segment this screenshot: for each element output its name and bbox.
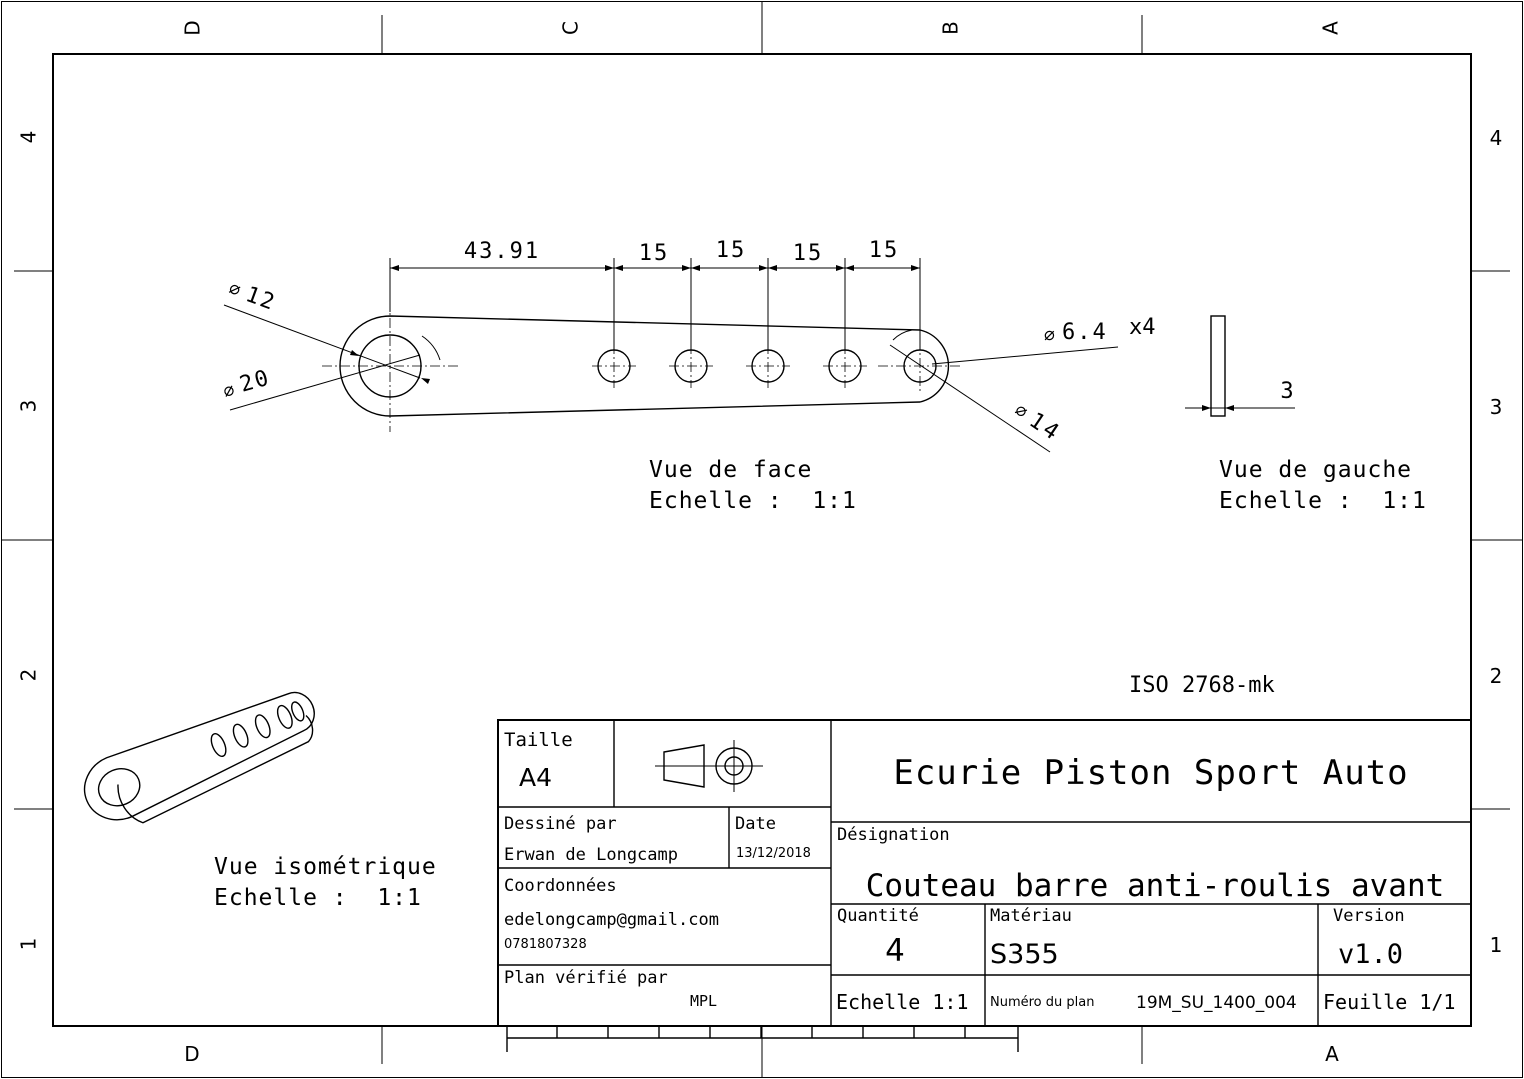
- date-value: 13/12/2018: [736, 846, 811, 861]
- zone-label-right-1: 1: [1490, 933, 1503, 957]
- svg-text:⌀: ⌀: [221, 379, 237, 402]
- version-label: Version: [1333, 906, 1405, 926]
- iso-view-title: Vue isométrique: [214, 854, 437, 880]
- title-block-grid: [497, 719, 1472, 1027]
- dim-15-b: 15: [716, 238, 747, 263]
- zone-label-bottom-a: A: [1325, 1042, 1339, 1066]
- left-view-part: [1185, 315, 1295, 417]
- taille-value: A4: [519, 763, 552, 792]
- front-view-title: Vue de face: [649, 457, 812, 483]
- verifie-value: MPL: [690, 992, 717, 1010]
- materiau-label: Matériau: [990, 906, 1072, 926]
- left-view-title: Vue de gauche: [1219, 457, 1412, 483]
- dim-15-a: 15: [639, 241, 670, 266]
- feuille-value: Feuille 1/1: [1323, 990, 1455, 1014]
- dia-12-callout: ⌀ 12: [226, 277, 279, 316]
- verifie-label: Plan vérifié par: [504, 968, 668, 988]
- dia-20-value: 20: [237, 365, 273, 397]
- zone-label-right-3: 3: [1490, 395, 1503, 419]
- projection-symbol-icon: [655, 740, 763, 792]
- zone-label-top-a: A: [1319, 21, 1343, 35]
- zone-label-right-2: 2: [1490, 664, 1503, 688]
- isometric-view-part: [83, 691, 315, 824]
- quantite-label: Quantité: [837, 906, 919, 926]
- svg-text:⌀: ⌀: [1044, 324, 1055, 345]
- designation-label: Désignation: [837, 825, 950, 845]
- zone-label-left-1: 1: [17, 938, 41, 951]
- date-label: Date: [735, 814, 776, 834]
- svg-text:⌀: ⌀: [226, 277, 244, 300]
- zone-label-right-4: 4: [1490, 126, 1503, 150]
- zone-label-bottom-d: D: [184, 1042, 199, 1066]
- email-value: edelongcamp@gmail.com: [504, 910, 719, 930]
- taille-label: Taille: [504, 729, 573, 751]
- designation-value: Couteau barre anti-roulis avant: [866, 868, 1445, 904]
- numero-label: Numéro du plan: [990, 995, 1094, 1010]
- dim-15-c: 15: [793, 241, 824, 266]
- dia-14-value: 14: [1024, 408, 1065, 447]
- company-name: Ecurie Piston Sport Auto: [893, 753, 1408, 793]
- front-view-scale: Echelle : 1:1: [649, 488, 857, 514]
- iso-view-scale: Echelle : 1:1: [214, 885, 422, 911]
- dessine-label: Dessiné par: [504, 814, 617, 834]
- phone-value: 0781807328: [504, 937, 587, 952]
- left-view-scale: Echelle : 1:1: [1219, 488, 1427, 514]
- version-value: v1.0: [1338, 939, 1403, 970]
- holes-count: x4: [1129, 315, 1156, 340]
- dia-12-value: 12: [242, 282, 279, 316]
- left-view-thickness: 3: [1280, 379, 1293, 404]
- dia-14-callout: ⌀ 14: [1011, 399, 1065, 447]
- quantite-value: 4: [885, 933, 905, 969]
- numero-value: 19M_SU_1400_004: [1136, 993, 1297, 1013]
- dessine-value: Erwan de Longcamp: [504, 845, 678, 865]
- materiau-value: S355: [990, 939, 1059, 970]
- zone-label-left-4: 4: [17, 131, 41, 144]
- echelle-value: Echelle 1:1: [836, 990, 968, 1014]
- zone-label-left-3: 3: [17, 400, 41, 413]
- front-view-part: [322, 300, 962, 432]
- zone-label-top-d: D: [181, 20, 205, 35]
- dia-20-callout: ⌀ 20: [221, 365, 274, 402]
- zone-label-left-2: 2: [17, 669, 41, 682]
- scale-ruler: [506, 1026, 1019, 1052]
- tolerance-note: ISO 2768-mk: [1129, 673, 1275, 698]
- dia-holes-value: 6.4: [1062, 320, 1108, 345]
- zone-label-top-b: B: [939, 21, 963, 35]
- coord-label: Coordonnées: [504, 876, 617, 896]
- dim-15-d: 15: [869, 238, 900, 263]
- dim-43-91: 43.91: [464, 239, 540, 264]
- svg-text:⌀: ⌀: [1011, 399, 1032, 423]
- zone-label-top-c: C: [559, 21, 583, 35]
- front-view-dimension-lines: [223, 258, 1119, 453]
- dia-holes-callout: ⌀ 6.4 x4: [1044, 315, 1156, 345]
